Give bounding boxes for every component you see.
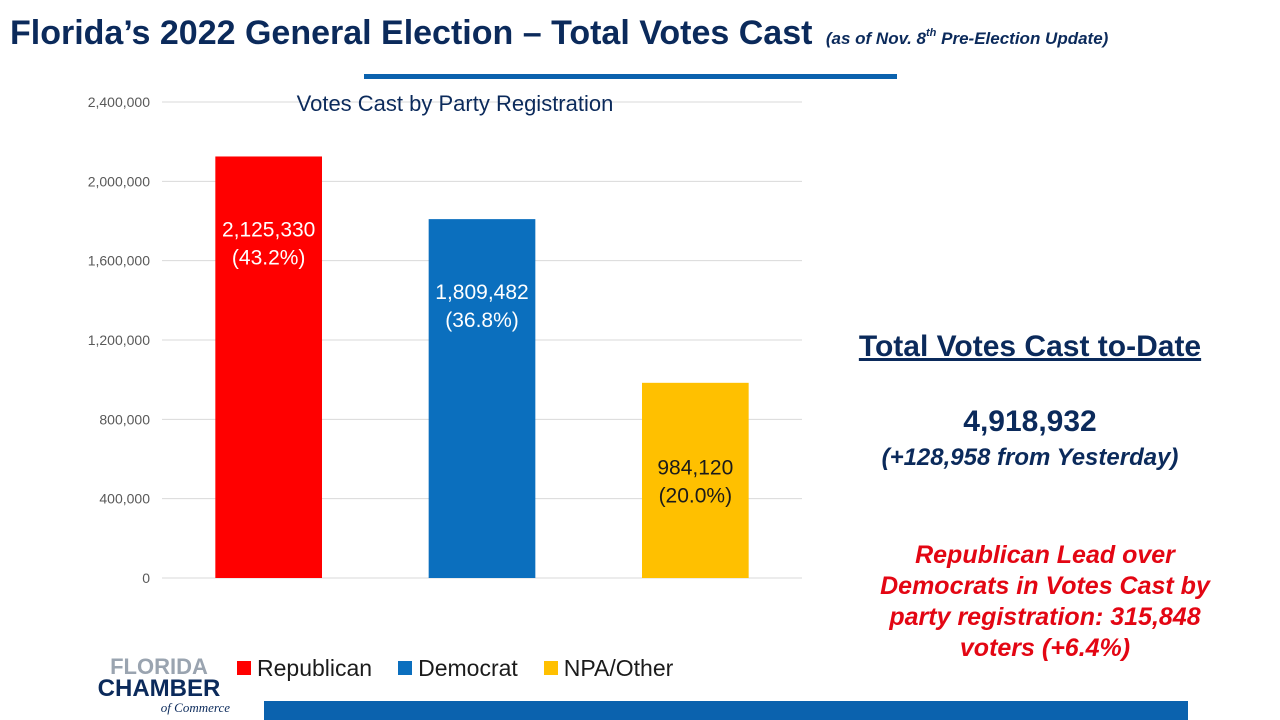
legend-swatch-republican: [237, 661, 251, 675]
subtitle-prefix: (as of Nov. 8: [825, 29, 927, 48]
logo-line-florida: FLORIDA: [110, 654, 208, 679]
bar-data-label: (43.2%): [232, 246, 306, 269]
y-tick-label: 2,400,000: [88, 94, 150, 110]
bar-republican: [215, 156, 322, 579]
chart-title: Votes Cast by Party Registration: [297, 91, 614, 116]
legend-swatch-npa: [543, 661, 558, 675]
y-tick-label: 1,200,000: [88, 332, 150, 348]
title-subtitle: (as of Nov. 8th Pre-Election Update): [825, 27, 1109, 48]
florida-chamber-logo: FLORIDA CHAMBER of Commerce: [88, 656, 230, 716]
bar-data-label: 2,125,330: [222, 218, 315, 241]
total-votes-change: (+128,958 from Yesterday): [881, 444, 1179, 471]
logo-line-commerce: of Commerce: [160, 700, 230, 715]
subtitle-superscript: th: [926, 27, 937, 39]
total-votes-heading: Total Votes Cast to-Date: [858, 330, 1202, 363]
chart-legend: Republican Democrat NPA/Other: [237, 654, 699, 682]
legend-item-democrat: Democrat: [398, 655, 518, 682]
page-title: Florida’s 2022 General Election – Total …: [10, 14, 1275, 53]
title-underline-bar: [364, 74, 897, 79]
y-tick-label: 2,000,000: [88, 173, 150, 189]
bar-data-label: 1,809,482: [435, 281, 528, 304]
legend-swatch-democrat: [398, 661, 413, 675]
y-tick-label: 400,000: [99, 491, 150, 507]
legend-item-republican: Republican: [237, 655, 372, 682]
legend-item-npa: NPA/Other: [543, 654, 674, 682]
republican-lead-note: Republican Lead over Democrats in Votes …: [880, 541, 1210, 662]
legend-label-npa: NPA/Other: [563, 654, 674, 681]
bar-democrat: [428, 219, 536, 579]
bar-chart: 0 400,000 800,000 1,200,000 1,600,000 2,000,0…: [88, 91, 802, 586]
legend-label-democrat: Democrat: [418, 654, 518, 681]
bar-data-label: (36.8%): [445, 309, 519, 332]
bar-data-label: 984,120: [657, 456, 733, 479]
y-tick-label: 0: [142, 570, 150, 586]
bar-npa-other: [642, 382, 749, 578]
subtitle-suffix: Pre-Election Update): [936, 29, 1109, 48]
title-main: Florida’s 2022 General Election – Total …: [10, 14, 813, 52]
legend-label-republican: Republican: [257, 654, 373, 681]
y-tick-label: 1,600,000: [88, 253, 150, 269]
bar-data-label: (20.0%): [659, 484, 733, 507]
total-votes-value: 4,918,932: [963, 405, 1097, 438]
y-tick-label: 800,000: [99, 411, 150, 427]
logo-line-chamber: CHAMBER: [97, 675, 221, 702]
footer-bar: [264, 701, 1188, 720]
